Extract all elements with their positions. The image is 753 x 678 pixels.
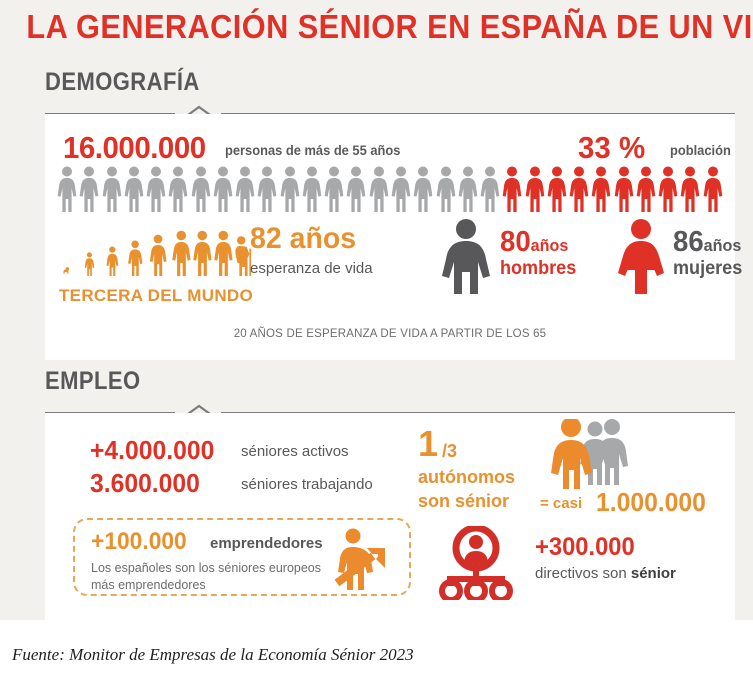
person-figure-icon	[503, 166, 522, 212]
person-figure-icon	[146, 166, 166, 212]
stat-entrepreneurs-value: +100.000	[91, 528, 187, 555]
age-stage-figure-icon	[150, 234, 167, 276]
women-label: mujeres	[673, 258, 743, 279]
freelancers-label-line1: autónomos	[418, 467, 515, 487]
person-figure-icon	[347, 166, 366, 212]
entrepreneurs-box: +100.000 emprendedores Los españoles son…	[73, 518, 411, 596]
person-figure-icon	[57, 166, 77, 212]
entrepreneurs-note-line1: Los españoles son los séniores europeos	[91, 561, 322, 575]
person-figure-icon	[191, 166, 210, 212]
person-figure-icon	[79, 166, 99, 212]
men-value-row: 80años	[500, 226, 568, 259]
age-stage-figure-icon	[84, 252, 95, 276]
stat-executives-label: directivos son sénior	[535, 565, 676, 582]
stat-life-expectancy-label: esperanza de vida	[250, 260, 373, 277]
person-figure-icon	[124, 166, 144, 212]
person-figure-icon	[569, 166, 589, 212]
freelancers-equals-label: = casi	[540, 495, 583, 512]
person-figure-icon	[369, 166, 389, 212]
person-figure-icon	[302, 166, 322, 212]
freelancers-block: 1 /3 autónomos son sénior = casi 1.000.0…	[418, 419, 718, 518]
org-chart-person-icon	[439, 526, 513, 600]
men-value: 80	[500, 226, 531, 258]
person-figure-icon	[413, 166, 433, 212]
section-header-demografia: DEMOGRAFÍA	[45, 68, 200, 96]
men-unit: años	[530, 236, 569, 255]
stat-world-rank-label: TERCERA DEL MUNDO	[59, 286, 253, 305]
female-figure-icon	[618, 219, 664, 294]
stat-entrepreneurs-label: emprendedores	[210, 535, 323, 552]
person-figure-icon	[592, 166, 611, 212]
person-figure-icon	[636, 166, 656, 212]
stat-working-seniors-value: 3.600.000	[90, 468, 200, 498]
person-figure-icon	[235, 166, 255, 212]
age-stage-figure-icon	[192, 230, 212, 276]
executives-label-strong: sénior	[630, 565, 676, 582]
person-figure-icon	[280, 166, 299, 212]
age-stage-figure-icon	[106, 246, 119, 276]
male-figure-icon	[442, 219, 490, 294]
age-stage-figure-icon	[235, 236, 251, 276]
stat-executives-value: +300.000	[535, 533, 635, 561]
demografia-footnote: 20 AÑOS DE ESPERANZA DE VIDA A PARTIR DE…	[233, 328, 547, 340]
demografia-card: 16.000.000 personas de más de 55 años 33…	[45, 114, 742, 360]
person-figure-icon	[169, 166, 188, 212]
person-figure-icon	[658, 166, 678, 212]
men-label: hombres	[500, 258, 577, 279]
person-figure-icon	[458, 166, 478, 212]
women-unit: años	[703, 236, 742, 255]
person-figure-icon	[614, 166, 633, 212]
three-people-icon	[551, 419, 628, 489]
stat-life-expectancy-value: 82 años	[250, 222, 357, 255]
person-figure-icon	[102, 166, 121, 212]
stat-population-value: 16.000.000	[63, 130, 206, 165]
person-figure-icon	[436, 166, 455, 212]
entrepreneurs-note-line2: más emprendedores	[91, 578, 206, 592]
person-figure-icon	[681, 166, 700, 212]
stat-population-label: personas de más de 55 años	[225, 142, 401, 158]
freelancers-label-line2: son sénior	[418, 491, 510, 511]
stat-working-seniors-label: séniores trabajando	[241, 476, 373, 493]
age-evolution-pictogram	[61, 224, 251, 276]
person-figure-icon	[525, 166, 544, 212]
freelancers-equals-value: 1.000.000	[596, 487, 706, 517]
source-strip	[0, 620, 753, 678]
person-arrow-up-icon	[334, 528, 385, 590]
stat-active-seniors-value: +4.000.000	[90, 435, 215, 465]
stat-active-seniors-label: séniores activos	[241, 443, 349, 460]
empleo-card: +4.000.000 séniores activos 3.600.000 sé…	[45, 413, 735, 620]
women-value-row: 86años	[673, 226, 741, 259]
women-value: 86	[673, 226, 704, 258]
age-stage-figure-icon	[214, 230, 233, 276]
person-figure-icon	[258, 166, 277, 212]
age-stage-figure-icon	[171, 230, 191, 276]
population-pictogram	[57, 166, 725, 212]
freelancers-numerator: 1	[418, 423, 439, 464]
person-figure-icon	[547, 166, 567, 212]
freelancers-denominator: /3	[442, 441, 458, 461]
person-figure-icon	[213, 166, 233, 212]
section-header-empleo: EMPLEO	[45, 367, 141, 395]
stat-percent-label: población	[670, 142, 731, 158]
person-figure-icon	[703, 166, 723, 212]
age-stage-figure-icon	[128, 240, 143, 276]
person-figure-icon	[324, 166, 344, 212]
age-stage-figure-icon	[63, 267, 70, 274]
person-figure-icon	[480, 166, 500, 212]
page-title: LA GENERACIÓN SÉNIOR EN ESPAÑA DE UN VIS…	[26, 8, 753, 45]
source-caption: Fuente: Monitor de Empresas de la Econom…	[12, 645, 414, 664]
person-figure-icon	[391, 166, 411, 212]
executives-label-prefix: directivos son	[535, 565, 631, 582]
stat-percent-value: 33 %	[578, 130, 646, 165]
